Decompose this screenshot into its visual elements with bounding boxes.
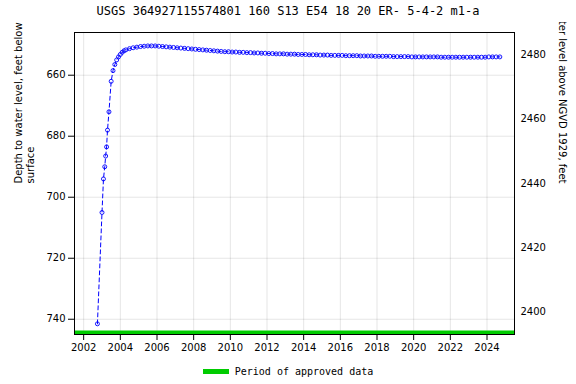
svg-text:2460: 2460 (521, 113, 546, 124)
svg-text:2010: 2010 (218, 342, 243, 353)
svg-text:2016: 2016 (328, 342, 353, 353)
svg-text:2018: 2018 (364, 342, 389, 353)
svg-text:2014: 2014 (291, 342, 316, 353)
svg-text:740: 740 (46, 313, 65, 324)
svg-text:2440: 2440 (521, 178, 546, 189)
svg-text:720: 720 (46, 252, 65, 263)
svg-text:2002: 2002 (71, 342, 96, 353)
svg-text:660: 660 (46, 69, 65, 80)
svg-text:Depth to water level, feet bel: Depth to water level, feet below landsur… (13, 22, 36, 184)
svg-text:Groundwater level above NGVD 1: Groundwater level above NGVD 1929, feet (557, 22, 568, 184)
svg-text:2008: 2008 (181, 342, 206, 353)
html-text:Period of approved data: Period of approved data (234, 365, 374, 377)
svg-text:700: 700 (46, 191, 65, 202)
svg-text:680: 680 (46, 130, 65, 141)
svg-text:2480: 2480 (521, 49, 546, 60)
svg-text:2400: 2400 (521, 306, 546, 317)
svg-text:2006: 2006 (144, 342, 169, 353)
svg-text:2022: 2022 (438, 342, 463, 353)
svg-text:2012: 2012 (254, 342, 279, 353)
svg-text:2004: 2004 (108, 342, 133, 353)
html-text:USGS 364927115574801 160 S13 E: USGS 364927115574801 160 S13 E54 18 20 E… (96, 4, 480, 18)
svg-text:2020: 2020 (401, 342, 426, 353)
svg-text:2024: 2024 (474, 342, 499, 353)
svg-text:2420: 2420 (521, 242, 546, 253)
